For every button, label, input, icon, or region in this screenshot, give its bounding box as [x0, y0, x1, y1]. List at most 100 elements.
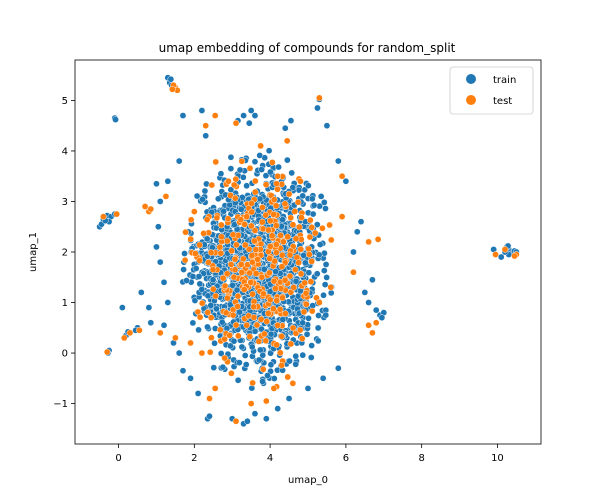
x-tick-label: 0	[115, 453, 121, 464]
scatter-point-train	[322, 311, 330, 319]
scatter-point-train	[199, 196, 206, 203]
scatter-point-test	[120, 334, 128, 342]
scatter-point-test	[262, 211, 270, 219]
scatter-point-test	[207, 314, 215, 322]
scatter-point-train	[244, 417, 251, 425]
scatter-point-train	[284, 156, 291, 164]
y-axis-label: umap_1	[28, 232, 39, 272]
scatter-point-test	[298, 214, 305, 221]
scatter-point-test	[227, 192, 234, 199]
scatter-point-test	[234, 292, 242, 300]
scatter-point-test	[266, 255, 273, 262]
scatter-point-train	[180, 266, 187, 273]
scatter-point-test	[238, 269, 246, 276]
scatter-point-test	[308, 307, 316, 315]
scatter-point-test	[272, 285, 279, 292]
scatter-point-test	[228, 370, 235, 377]
points-layer	[96, 74, 520, 428]
scatter-point-test	[241, 221, 248, 228]
scatter-point-train	[308, 342, 315, 349]
scatter-point-train	[315, 251, 323, 259]
scatter-point-train	[313, 221, 321, 228]
scatter-point-train	[204, 323, 211, 331]
scatter-point-train	[292, 360, 300, 368]
scatter-point-train	[119, 304, 126, 311]
scatter-point-test	[262, 181, 270, 188]
scatter-point-test	[248, 208, 256, 216]
scatter-point-train	[365, 299, 372, 306]
scatter-point-test	[247, 279, 255, 286]
scatter-point-train	[281, 124, 289, 132]
scatter-point-train	[233, 286, 241, 294]
legend-swatch-test	[466, 95, 476, 105]
x-axis-label: umap_0	[288, 475, 328, 486]
scatter-point-train	[248, 343, 256, 351]
scatter-point-test	[196, 313, 204, 321]
scatter-point-test	[232, 175, 240, 183]
scatter-point-test	[230, 273, 238, 281]
scatter-point-test	[103, 348, 111, 356]
scatter-point-test	[187, 235, 195, 243]
scatter-point-test	[250, 314, 258, 321]
scatter-point-train	[292, 352, 300, 360]
scatter-point-train	[305, 315, 312, 322]
scatter-point-test	[295, 259, 303, 267]
scatter-point-test	[286, 272, 294, 280]
scatter-point-train	[317, 193, 325, 200]
scatter-point-test	[208, 181, 216, 189]
scatter-point-train	[353, 228, 361, 236]
scatter-point-test	[211, 385, 219, 392]
scatter-point-test	[198, 349, 206, 357]
scatter-point-test	[216, 326, 224, 334]
scatter-point-test	[308, 224, 316, 231]
scatter-point-test	[273, 297, 281, 304]
scatter-point-train	[319, 374, 327, 382]
scatter-point-train	[147, 319, 155, 327]
x-tick-label: 4	[267, 453, 273, 464]
scatter-point-train	[303, 331, 311, 338]
scatter-point-train	[279, 216, 286, 223]
scatter-point-train	[251, 158, 259, 166]
scatter-point-train	[198, 107, 206, 114]
scatter-point-test	[243, 321, 251, 329]
scatter-point-test	[292, 235, 300, 243]
scatter-point-test	[181, 256, 189, 264]
scatter-point-test	[279, 294, 286, 302]
scatter-point-test	[316, 299, 323, 306]
scatter-point-test	[260, 290, 267, 298]
scatter-point-train	[220, 207, 228, 215]
scatter-point-train	[309, 210, 317, 218]
scatter-point-train	[258, 166, 266, 173]
scatter-point-train	[217, 350, 225, 357]
scatter-point-test	[241, 241, 249, 249]
scatter-point-test	[251, 237, 258, 245]
scatter-point-train	[272, 268, 279, 275]
scatter-point-test	[259, 365, 267, 373]
y-tick-label: 5	[62, 96, 68, 107]
scatter-point-test	[270, 305, 277, 312]
scatter-point-test	[226, 332, 233, 339]
y-tick-label: 2	[62, 248, 68, 259]
scatter-point-train	[292, 277, 300, 285]
scatter-point-test	[221, 282, 229, 290]
scatter-point-test	[238, 157, 246, 165]
scatter-point-train	[153, 180, 160, 188]
scatter-point-train	[236, 166, 244, 174]
scatter-point-train	[372, 306, 380, 314]
scatter-point-test	[268, 232, 276, 240]
scatter-point-test	[232, 119, 240, 127]
scatter-point-train	[209, 276, 217, 284]
scatter-point-test	[126, 329, 134, 337]
scatter-point-test	[303, 300, 310, 308]
scatter-point-train	[263, 415, 270, 423]
scatter-point-train	[256, 152, 264, 159]
scatter-point-train	[153, 243, 160, 251]
scatter-point-test	[209, 266, 217, 273]
scatter-point-test	[269, 159, 276, 166]
scatter-point-train	[267, 349, 274, 357]
scatter-point-test	[338, 213, 346, 220]
scatter-point-train	[323, 274, 330, 281]
scatter-point-train	[160, 321, 168, 329]
scatter-point-test	[273, 249, 280, 256]
scatter-point-test	[252, 270, 260, 277]
